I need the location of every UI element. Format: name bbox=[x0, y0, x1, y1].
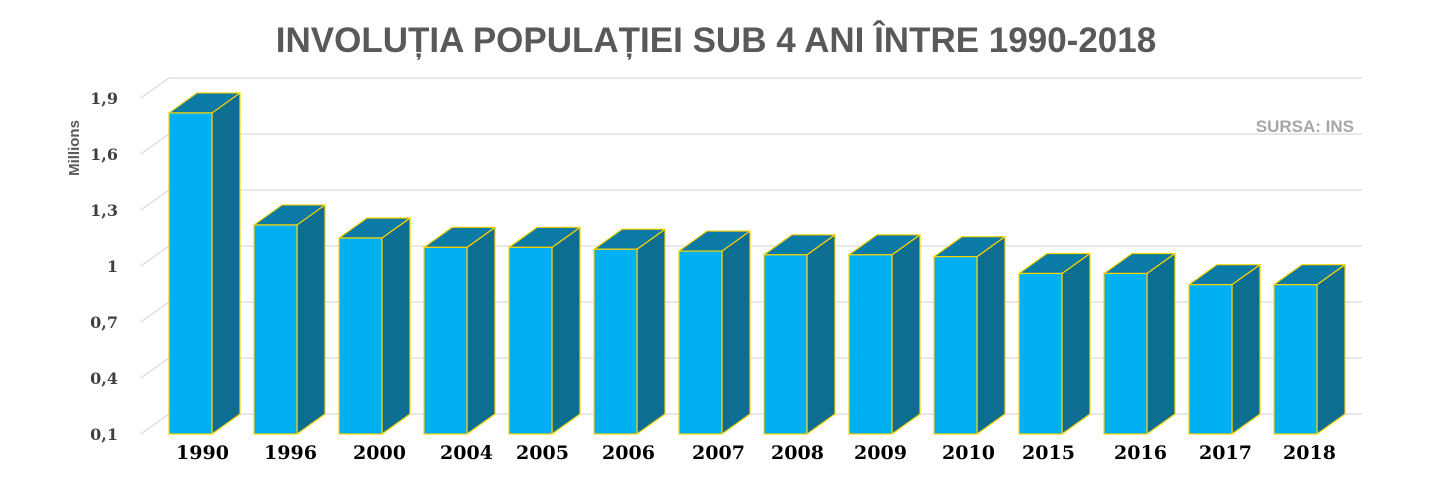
bar bbox=[763, 254, 808, 435]
x-tick-label: 2017 bbox=[1199, 442, 1252, 464]
x-tick-label: 2004 bbox=[440, 442, 493, 464]
x-tick-label: 2005 bbox=[516, 442, 569, 464]
y-tick-label: 1,6 bbox=[90, 145, 118, 164]
x-tick-label: 2000 bbox=[353, 442, 406, 464]
bar bbox=[1273, 284, 1318, 435]
y-tick-label: 1,3 bbox=[90, 201, 118, 220]
bar-side bbox=[466, 226, 496, 435]
bars bbox=[168, 92, 1346, 435]
x-tick-label: 2018 bbox=[1283, 442, 1336, 464]
y-tick-label: 1,9 bbox=[90, 89, 118, 108]
gridline bbox=[140, 77, 1362, 99]
x-tick-label: 1990 bbox=[176, 442, 229, 464]
bar bbox=[1018, 272, 1063, 435]
source-label: SURSA: INS bbox=[1256, 117, 1354, 136]
bar bbox=[848, 254, 893, 435]
bar bbox=[678, 250, 723, 435]
y-tick-label: 1 bbox=[107, 257, 118, 276]
bar-side bbox=[1316, 264, 1346, 435]
x-tick-label: 1996 bbox=[264, 442, 317, 464]
bar-side bbox=[806, 234, 836, 435]
bar bbox=[423, 246, 468, 435]
bar bbox=[933, 256, 978, 435]
y-tick-label: 0,7 bbox=[90, 313, 118, 332]
y-tick-label: 0,4 bbox=[90, 369, 118, 388]
bar bbox=[1188, 284, 1233, 435]
bar-side bbox=[1061, 252, 1091, 435]
bar-side bbox=[211, 92, 241, 435]
x-tick-label: 2007 bbox=[692, 442, 745, 464]
bar-side bbox=[551, 226, 581, 435]
x-tick-label: 2015 bbox=[1022, 442, 1075, 464]
bar-side bbox=[296, 204, 326, 435]
bar bbox=[1103, 272, 1148, 435]
chart-title: INVOLUȚIA POPULAȚIEI SUB 4 ANI ÎNTRE 199… bbox=[276, 20, 1156, 60]
bar-side bbox=[1146, 252, 1176, 435]
bar bbox=[253, 224, 298, 435]
bar bbox=[338, 237, 383, 435]
x-tick-label: 2010 bbox=[942, 442, 995, 464]
x-tick-label: 2009 bbox=[854, 442, 907, 464]
x-tick-label: 2008 bbox=[771, 442, 824, 464]
bar-side bbox=[636, 228, 666, 435]
bar bbox=[508, 246, 553, 435]
bar-side bbox=[381, 217, 411, 435]
x-tick-label: 2016 bbox=[1114, 442, 1167, 464]
bar-side bbox=[976, 236, 1006, 435]
bar-side bbox=[1231, 264, 1261, 435]
gridline bbox=[140, 133, 1362, 155]
bar-side bbox=[721, 230, 751, 435]
bar-side bbox=[891, 234, 921, 435]
x-axis-ticks: 1990 1996 2000 2004 2005 2006 2007 2008 2009 2010… bbox=[176, 442, 1336, 464]
y-axis-ticks: 0,1 0,4 0,7 1 1,3 1,6 1,9 bbox=[90, 89, 118, 444]
bar bbox=[593, 248, 638, 435]
y-tick-label: 0,1 bbox=[90, 425, 118, 444]
y-axis-label: Millions bbox=[66, 120, 83, 176]
x-tick-label: 2006 bbox=[602, 442, 655, 464]
gridline bbox=[140, 413, 1362, 435]
bar bbox=[168, 112, 213, 435]
